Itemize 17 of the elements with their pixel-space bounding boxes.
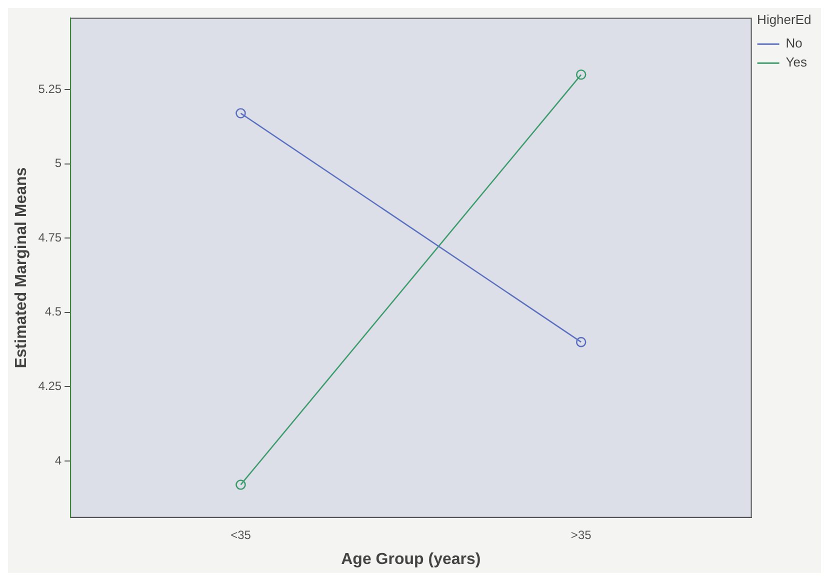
y-axis-title: Estimated Marginal Means: [13, 167, 30, 368]
x-tick-label: >35: [570, 528, 592, 542]
x-tick-label: <35: [230, 528, 252, 542]
y-tick-label: 5.25: [38, 82, 62, 96]
x-axis-title: Age Group (years): [341, 550, 481, 568]
point: [576, 70, 586, 80]
legend-label: No: [786, 36, 802, 51]
legend-title: HigherEd: [757, 12, 812, 28]
point: [576, 336, 586, 348]
y-tick-label: 4.75: [38, 230, 62, 244]
point: [236, 480, 246, 490]
y-tick-label: 4.5: [44, 304, 62, 319]
y-tick-label: 4: [54, 453, 62, 468]
point: [236, 108, 246, 118]
legend-label: Yes: [786, 54, 808, 70]
y-tick-label: 4.25: [38, 378, 62, 393]
y-tick-label: 5: [54, 156, 62, 170]
